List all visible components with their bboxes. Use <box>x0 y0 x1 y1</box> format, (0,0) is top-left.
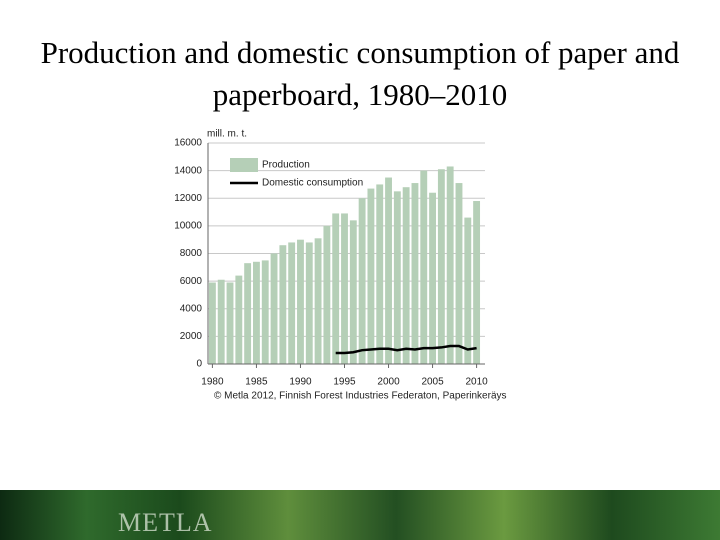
logo: METLA <box>118 508 213 537</box>
bar <box>385 177 392 364</box>
bar <box>226 282 234 364</box>
x-tick-label: 2010 <box>465 377 488 388</box>
bar <box>217 279 225 364</box>
bar <box>288 242 296 364</box>
x-tick-label: 2005 <box>421 377 444 388</box>
bar <box>279 245 287 364</box>
bar <box>455 183 463 364</box>
bar <box>341 213 348 364</box>
y-tick-label: 10000 <box>174 221 202 232</box>
bar <box>349 220 357 364</box>
y-tick-label: 0 <box>196 359 202 370</box>
bar <box>411 183 419 364</box>
bar <box>323 225 331 364</box>
bar <box>253 261 260 364</box>
slide-title: Production and domestic consumption of p… <box>40 35 680 112</box>
bar <box>446 166 454 364</box>
footer-banner: METLA <box>0 490 720 540</box>
bar <box>402 187 410 364</box>
y-tick-label: 14000 <box>174 165 202 176</box>
y-tick-label: 6000 <box>180 276 203 287</box>
bar <box>464 217 472 364</box>
bar <box>429 192 436 364</box>
bar <box>358 198 366 364</box>
bar <box>314 238 322 364</box>
x-tick-label: 1990 <box>289 377 312 388</box>
legend-swatch <box>230 158 258 172</box>
y-tick-label: 16000 <box>174 138 202 149</box>
bar <box>367 188 375 364</box>
y-tick-label: 2000 <box>180 331 203 342</box>
legend-label: Domestic consumption <box>262 178 363 189</box>
bar <box>332 213 340 364</box>
x-tick-label: 1985 <box>245 377 268 388</box>
x-tick-label: 2000 <box>377 377 400 388</box>
bar <box>393 191 401 364</box>
y-tick-label: 12000 <box>174 193 202 204</box>
bar <box>261 260 269 364</box>
bar <box>437 169 445 364</box>
y-axis-label: mill. m. t. <box>207 129 247 140</box>
bar <box>235 275 243 364</box>
bar <box>420 170 428 364</box>
bar <box>473 201 481 364</box>
source: © Metla 2012, Finnish Forest Industries … <box>214 391 507 402</box>
y-tick-label: 8000 <box>180 248 203 259</box>
bar <box>270 253 278 364</box>
legend-label: Production <box>262 160 310 171</box>
x-tick-label: 1980 <box>201 377 224 388</box>
bar <box>208 282 216 364</box>
line <box>335 344 477 355</box>
chart: mill. m. t. © Metla 2012, Finnish Forest… <box>174 129 507 402</box>
bar <box>297 239 304 364</box>
bar <box>376 184 384 364</box>
bar <box>244 263 252 364</box>
y-tick-label: 4000 <box>180 303 203 314</box>
x-tick-label: 1995 <box>333 377 356 388</box>
bar <box>305 242 313 364</box>
